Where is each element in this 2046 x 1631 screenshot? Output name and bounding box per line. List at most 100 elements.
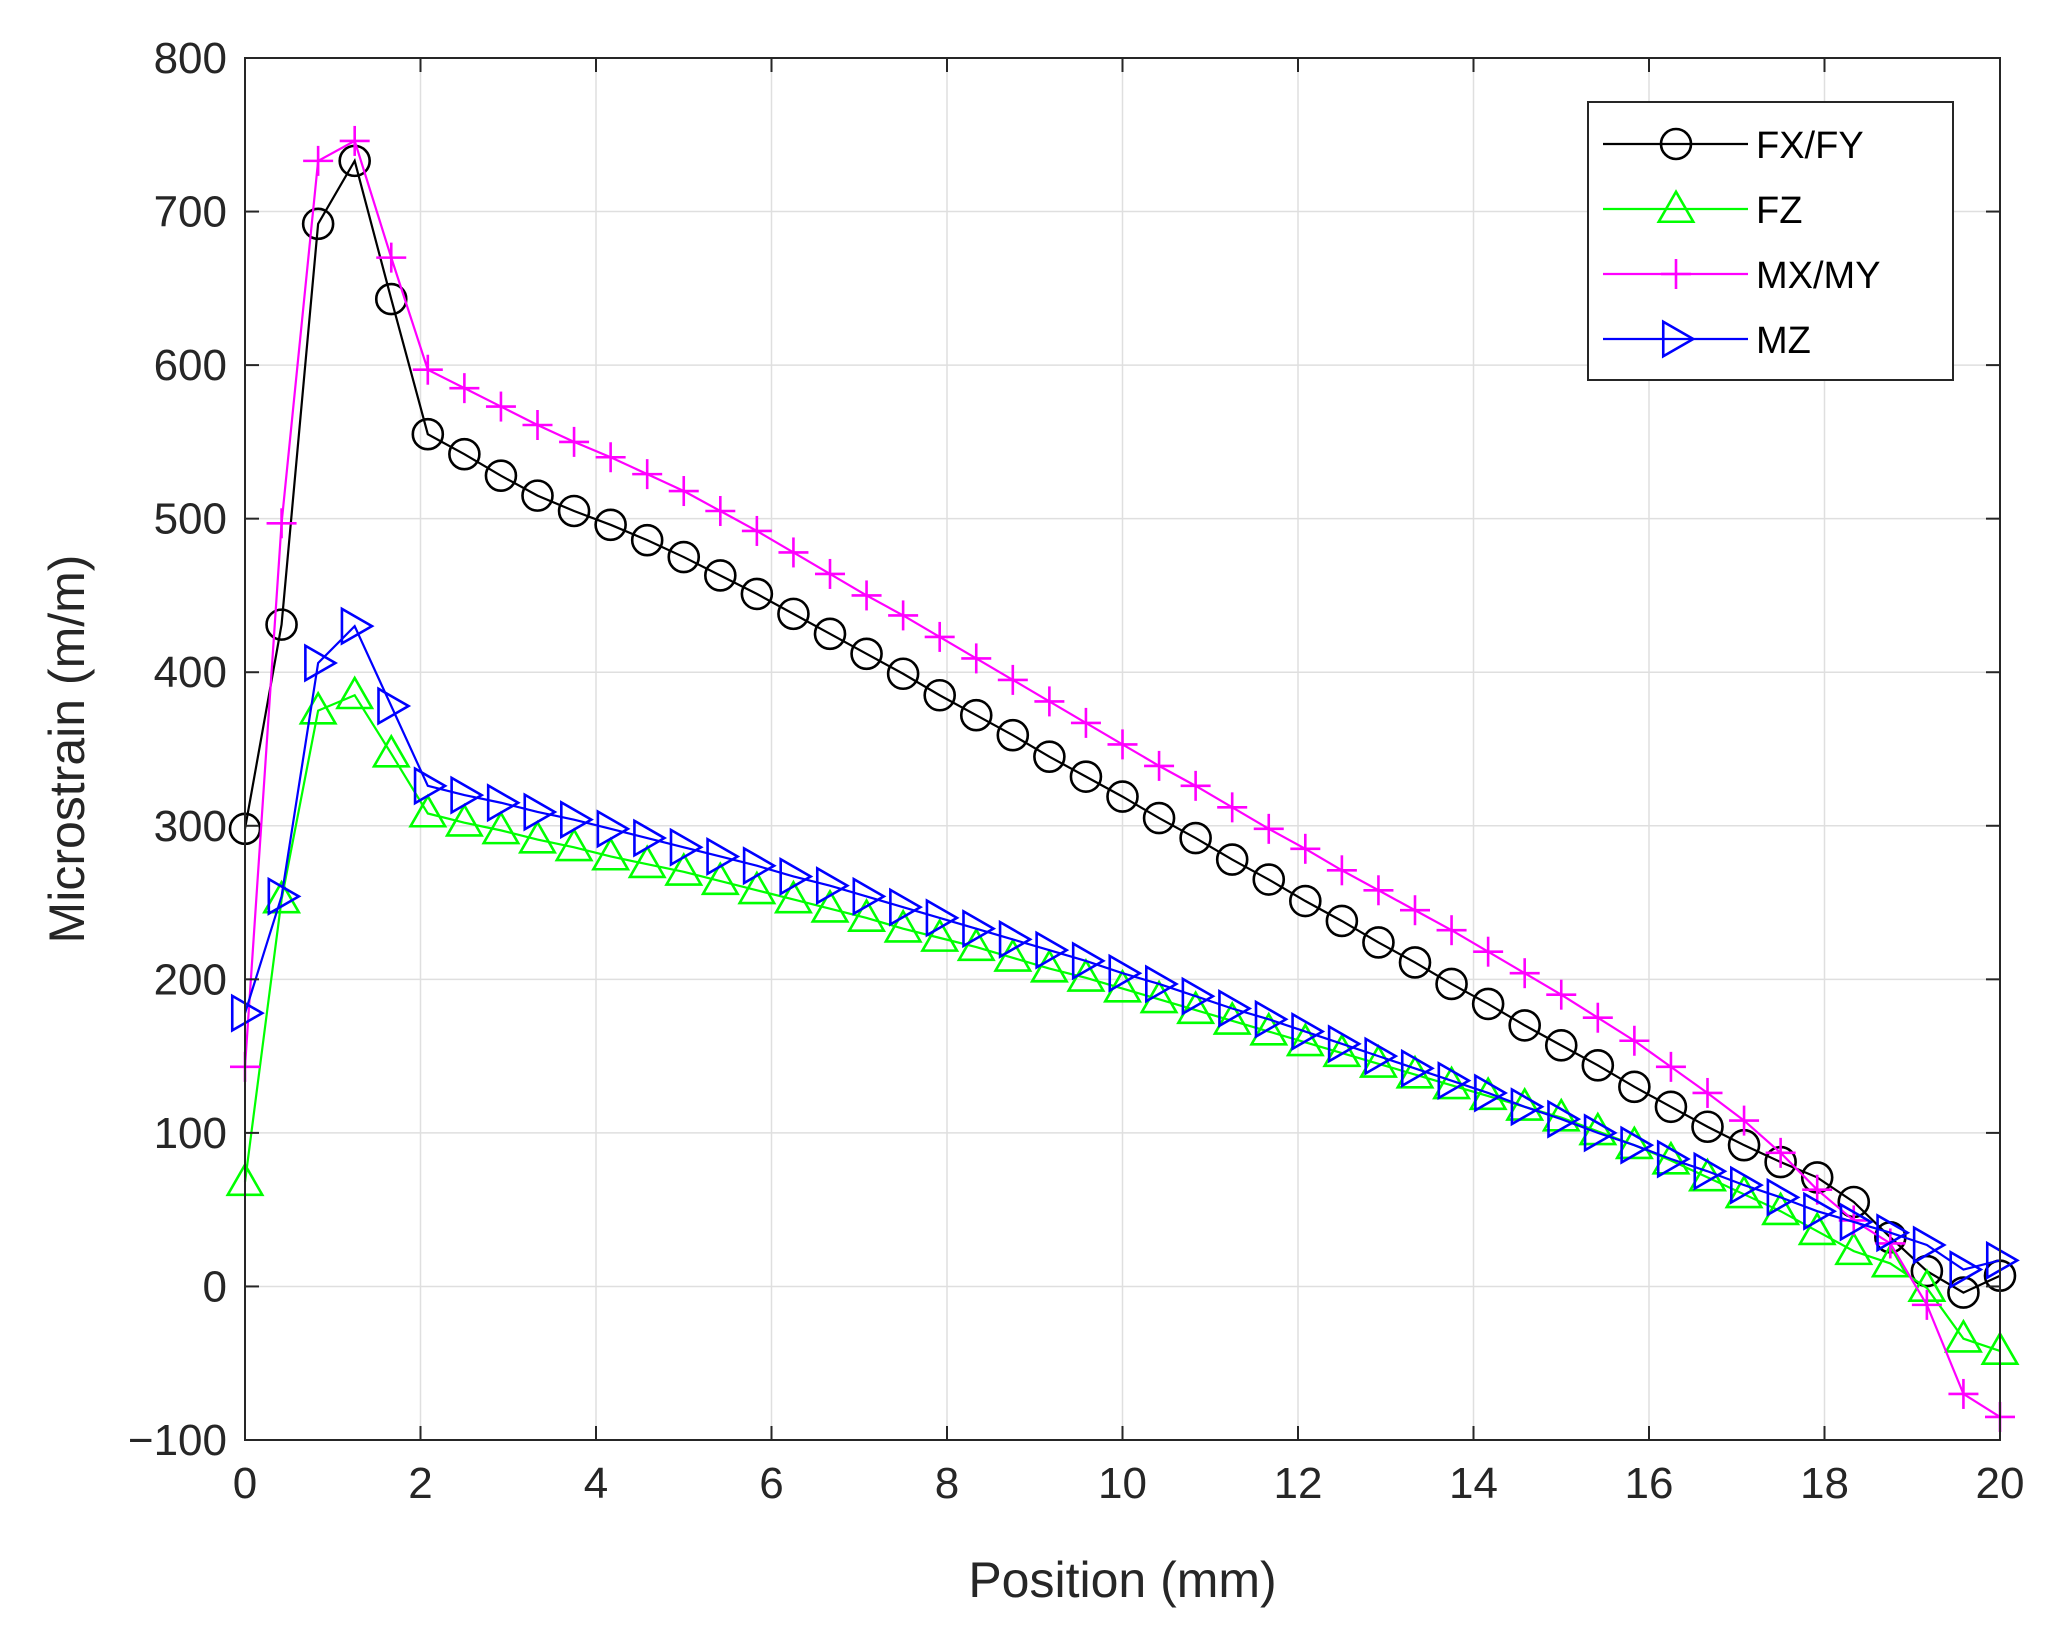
triangle-up-marker xyxy=(810,888,850,923)
plus-marker xyxy=(266,508,297,539)
triangle-right-marker xyxy=(1327,1024,1362,1064)
triangle-right-marker xyxy=(267,876,302,916)
circle-marker xyxy=(1106,780,1139,813)
triangle-up-marker xyxy=(1212,1000,1252,1035)
circle-marker xyxy=(850,637,883,671)
legend-label: MX/MY xyxy=(1756,255,1881,297)
legend-entry: FX/FY xyxy=(1603,125,1864,167)
triangle-right-marker xyxy=(1364,1036,1399,1076)
triangle-up-marker xyxy=(408,793,448,828)
triangle-up-marker xyxy=(1249,1011,1289,1046)
triangle-up-marker xyxy=(554,827,594,862)
triangle-up-marker xyxy=(517,819,557,854)
triangle-right-marker xyxy=(450,775,485,815)
triangle-right-marker xyxy=(304,643,338,683)
series-mx-my xyxy=(230,125,2015,1432)
plus-marker xyxy=(559,426,590,457)
triangle-up-marker xyxy=(1139,979,1179,1014)
triangle-right-marker xyxy=(486,783,521,823)
triangle-up-marker xyxy=(481,810,521,845)
x-axis-label: Position (mm) xyxy=(968,1552,1276,1608)
triangle-up-marker xyxy=(1322,1033,1362,1068)
triangle-right-marker xyxy=(1071,941,1106,981)
triangle-right-marker xyxy=(889,887,923,927)
series-line xyxy=(243,624,2001,1271)
x-tick-label: 10 xyxy=(1098,1459,1147,1508)
x-tick-label: 18 xyxy=(1800,1459,1849,1508)
circle-marker xyxy=(813,617,847,651)
legend-label: MZ xyxy=(1756,320,1811,362)
triangle-up-marker xyxy=(1834,1231,1874,1266)
plus-marker xyxy=(1436,915,1467,946)
triangle-up-marker xyxy=(847,898,887,932)
x-tick-label: 2 xyxy=(408,1459,432,1508)
series-layer xyxy=(225,125,2020,1432)
triangle-up-marker xyxy=(371,733,411,768)
circle-marker xyxy=(1033,740,1066,773)
triangle-up-marker xyxy=(1651,1140,1691,1175)
plus-marker xyxy=(412,354,443,385)
y-tick-label: 700 xyxy=(154,188,227,237)
plus-marker xyxy=(1582,1002,1613,1033)
circle-marker xyxy=(1581,1049,1615,1082)
circle-marker xyxy=(886,657,920,691)
triangle-up-marker xyxy=(883,908,923,943)
y-tick-label: −100 xyxy=(128,1416,227,1465)
plus-marker xyxy=(1107,729,1138,760)
plus-marker xyxy=(1363,875,1394,906)
circle-marker xyxy=(1362,926,1395,959)
plus-marker xyxy=(668,476,699,507)
circle-marker xyxy=(1691,1110,1724,1144)
y-axis-label: Microstrain (m/m) xyxy=(39,555,95,944)
circle-marker xyxy=(411,417,445,451)
circle-marker xyxy=(557,494,591,528)
circle-marker xyxy=(265,608,298,641)
circle-marker xyxy=(1252,863,1286,896)
triangle-up-marker xyxy=(591,836,631,871)
triangle-up-marker xyxy=(920,918,960,952)
legend-entry: FZ xyxy=(1603,189,1802,232)
circle-marker xyxy=(1659,127,1693,161)
plus-marker xyxy=(1217,792,1248,823)
circle-marker xyxy=(923,678,956,712)
y-tick-label: 400 xyxy=(154,648,227,697)
triangle-right-marker xyxy=(815,866,850,906)
plus-marker xyxy=(1546,979,1577,1010)
triangle-right-marker xyxy=(1620,1125,1655,1165)
legend-label: FX/FY xyxy=(1756,125,1864,167)
plus-marker xyxy=(1473,936,1504,967)
circle-marker xyxy=(1471,987,1505,1021)
plus-marker xyxy=(705,495,736,526)
triangle-up-marker xyxy=(664,851,704,886)
circle-marker xyxy=(740,577,774,611)
triangle-right-marker xyxy=(1839,1202,1874,1242)
triangle-right-marker xyxy=(1803,1191,1838,1231)
series-line xyxy=(243,693,2001,1352)
circle-marker xyxy=(1179,821,1212,855)
plus-marker xyxy=(778,537,809,568)
x-tick-label: 6 xyxy=(759,1459,783,1508)
plus-marker xyxy=(522,409,553,440)
x-tick-label: 16 xyxy=(1625,1459,1674,1508)
plus-marker xyxy=(1399,895,1430,926)
x-tick-label: 8 xyxy=(935,1459,959,1508)
plus-marker xyxy=(339,125,370,156)
y-tick-label: 200 xyxy=(154,955,227,1004)
plus-marker xyxy=(1180,770,1211,801)
triangle-right-marker xyxy=(230,993,265,1033)
triangle-right-marker xyxy=(1661,319,1696,359)
plus-marker xyxy=(1655,1051,1686,1082)
y-tick-label: 600 xyxy=(154,341,227,390)
plus-marker xyxy=(303,145,334,176)
triangle-right-marker xyxy=(1547,1099,1582,1139)
triangle-up-marker xyxy=(773,879,813,914)
triangle-right-marker xyxy=(742,846,777,886)
circle-marker xyxy=(704,559,737,592)
circle-marker xyxy=(1618,1070,1651,1104)
plus-marker xyxy=(1911,1289,1942,1320)
triangle-up-marker xyxy=(627,844,667,879)
triangle-right-marker xyxy=(1254,999,1289,1039)
circle-marker xyxy=(1398,946,1432,979)
y-tick-label: 100 xyxy=(154,1109,227,1158)
